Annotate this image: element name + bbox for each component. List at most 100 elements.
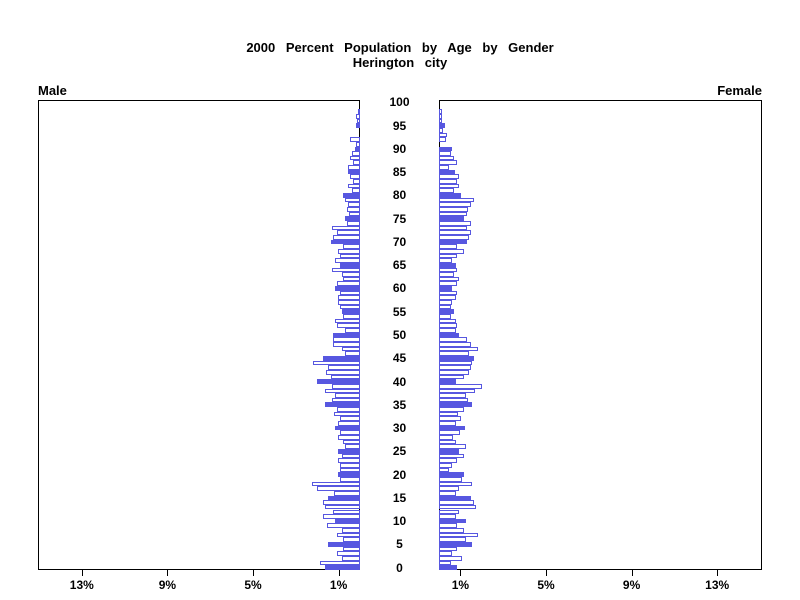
bar-female-age-79 [439,197,475,203]
bar-male-age-52 [336,323,360,328]
age-tick-label-25: 25 [392,444,407,459]
bar-male-age-66 [334,258,360,263]
bar-male-age-35 [325,402,360,408]
bar-female-age-4 [439,546,458,552]
age-tick-label-30: 30 [392,421,407,436]
bar-female-age-29 [439,430,460,436]
age-tick-label-10: 10 [392,514,407,529]
bar-male-age-23 [338,458,360,463]
bar-female-age-58 [439,295,456,301]
bar-male-age-30 [334,425,360,431]
age-tick-label-65: 65 [392,258,407,273]
bar-male-age-49 [333,337,360,342]
bar-female-age-81 [439,188,454,194]
bar-female-age-42 [439,369,469,375]
age-tick-label-85: 85 [392,165,407,180]
bar-female-age-68 [439,248,465,254]
bar-female-age-49 [439,337,468,342]
bar-male-age-32 [340,416,360,422]
bar-male-age-51 [345,328,360,333]
bar-female-age-7 [439,532,478,538]
bar-female-age-30 [439,425,465,431]
pct-tick-male-13 [81,570,83,576]
bar-female-age-74 [439,220,472,226]
pct-tick-label-male-13: 13% [69,578,94,592]
bar-female-age-87 [439,160,458,166]
bar-male-age-40 [316,379,360,384]
bar-female-age-2 [439,556,463,561]
age-tick-label-35: 35 [392,397,407,412]
age-tick-label-0: 0 [396,560,403,575]
age-tick-label-15: 15 [392,490,407,505]
bar-male-age-9 [326,523,360,529]
bar-male-age-16 [334,490,360,496]
bar-female-age-3 [439,551,453,557]
bar-female-age-10 [439,518,466,524]
bar-male-age-64 [331,267,360,273]
bar-female-age-72 [439,230,471,235]
bar-female-age-75 [439,216,465,221]
pct-tick-label-female-9: 9% [622,578,641,592]
bar-female-age-93 [439,132,448,138]
bar-female-age-78 [439,202,471,208]
bar-male-age-21 [340,467,360,473]
bar-female-age-27 [439,439,456,445]
bar-male-age-91 [355,141,360,147]
bar-male-age-4 [343,546,360,552]
bar-male-age-29 [340,430,360,436]
bar-male-age-62 [343,276,360,282]
bar-female-age-40 [439,379,457,384]
bar-female-age-15 [439,495,471,501]
chart-title: 2000 Percent Population by Age by Gender [246,40,554,55]
bar-male-age-65 [340,262,360,268]
bar-male-age-1 [319,560,360,566]
age-tick-label-50: 50 [392,328,407,342]
bar-female-age-13 [439,504,476,510]
bar-female-age-25 [439,449,460,454]
bar-male-age-37 [334,393,360,398]
chart-title-block: 2000 Percent Population by Age by Gender… [0,40,800,70]
bar-male-age-73 [331,225,360,231]
bar-male-age-15 [328,495,360,501]
age-tick-label-45: 45 [392,351,407,366]
bar-female-age-62 [439,276,459,282]
bar-male-age-17 [316,486,360,491]
bar-male-age-87 [353,160,360,166]
bar-female-age-5 [439,542,472,547]
bar-male-age-88 [349,155,360,161]
bar-male-age-41 [331,374,360,380]
bar-male-age-47 [341,346,360,352]
bar-female-age-46 [439,351,469,356]
bar-male-age-13 [325,504,360,510]
bar-male-age-61 [336,281,360,287]
bar-female-age-43 [439,365,471,370]
bar-male-age-92 [349,137,360,142]
bar-male-age-7 [336,532,360,538]
pct-tick-label-female-5: 5% [537,578,555,592]
bar-male-age-84 [349,174,360,180]
bar-female-age-31 [439,421,456,426]
bar-female-age-21 [439,467,450,473]
bar-male-age-72 [336,230,360,235]
bar-male-age-78 [348,202,360,208]
bar-female-age-36 [439,397,469,403]
bar-female-age-19 [439,476,463,482]
bar-female-age-76 [439,211,468,217]
bar-female-age-77 [439,207,468,212]
bar-male-age-57 [338,300,360,305]
female-panel-frame [439,100,762,570]
age-tick-label-60: 60 [392,281,407,296]
bar-male-age-83 [353,179,360,184]
bar-male-age-77 [346,207,360,212]
bar-female-age-70 [439,239,468,245]
bar-female-age-18 [439,481,473,487]
age-tick-label-70: 70 [392,234,407,249]
age-tick-label-95: 95 [392,118,407,133]
bar-female-age-0 [439,565,457,570]
bar-male-age-89 [351,151,360,156]
bar-male-age-79 [345,197,360,203]
bar-female-age-37 [439,393,466,398]
bar-female-age-16 [439,490,456,496]
bar-male-age-0 [325,565,360,570]
